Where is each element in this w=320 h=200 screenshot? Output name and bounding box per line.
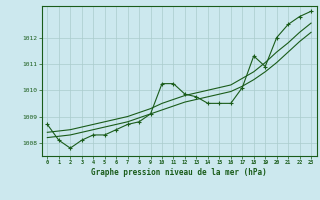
X-axis label: Graphe pression niveau de la mer (hPa): Graphe pression niveau de la mer (hPa) [91,168,267,177]
